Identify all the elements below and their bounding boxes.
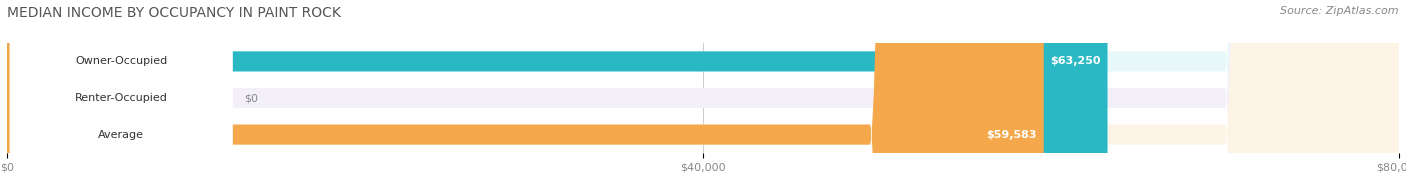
Text: $59,583: $59,583 — [986, 130, 1036, 140]
FancyBboxPatch shape — [10, 0, 232, 196]
FancyBboxPatch shape — [7, 0, 1399, 196]
Text: Owner-Occupied: Owner-Occupied — [75, 56, 167, 66]
Text: Source: ZipAtlas.com: Source: ZipAtlas.com — [1281, 6, 1399, 16]
Text: Renter-Occupied: Renter-Occupied — [75, 93, 167, 103]
FancyBboxPatch shape — [10, 0, 232, 196]
FancyBboxPatch shape — [7, 0, 1043, 196]
FancyBboxPatch shape — [10, 0, 232, 196]
Text: $0: $0 — [243, 93, 257, 103]
Text: Average: Average — [98, 130, 145, 140]
FancyBboxPatch shape — [7, 0, 1399, 196]
FancyBboxPatch shape — [7, 0, 1399, 196]
FancyBboxPatch shape — [7, 0, 1108, 196]
Text: MEDIAN INCOME BY OCCUPANCY IN PAINT ROCK: MEDIAN INCOME BY OCCUPANCY IN PAINT ROCK — [7, 6, 340, 20]
Text: $63,250: $63,250 — [1050, 56, 1101, 66]
